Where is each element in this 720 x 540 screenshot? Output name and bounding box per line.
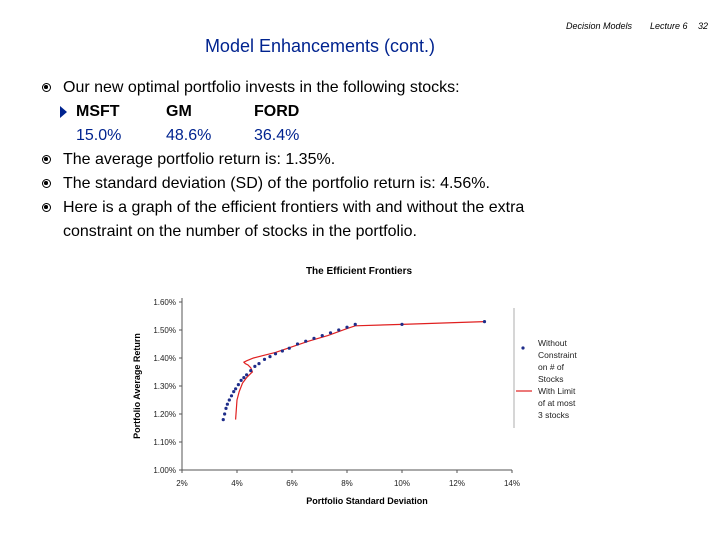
y-tick-label: 1.00% [153, 466, 176, 475]
slide-title: Model Enhancements (cont.) [0, 36, 720, 57]
bullet-text: The average portfolio return is: 1.35%. [63, 151, 336, 168]
data-point-without-constraint [257, 362, 261, 366]
bullet-item: The average portfolio return is: 1.35%. [42, 148, 702, 172]
stock-name: MSFT [76, 103, 120, 120]
data-point-without-constraint [234, 387, 238, 391]
stock-names-row: MSFT GM FORD [60, 100, 702, 124]
data-point-without-constraint [337, 328, 341, 332]
efficient-frontier-chart: The Efficient Frontiers 1.00%1.10%1.20%1… [132, 266, 577, 506]
stock-weight: 36.4% [254, 127, 300, 144]
x-tick-label: 14% [504, 479, 520, 488]
stock-allocation: MSFT GM FORD 15.0% 48.6% 36.4% [42, 100, 702, 148]
data-point-without-constraint [304, 339, 308, 343]
y-tick-label: 1.10% [153, 438, 176, 447]
bullet-icon [42, 179, 51, 188]
course-name: Decision Models [565, 21, 633, 31]
data-point-without-constraint [353, 322, 357, 326]
page-number: 32 [697, 21, 708, 31]
bullet-text: Here is a graph of the efficient frontie… [63, 199, 525, 216]
data-point-without-constraint [320, 334, 324, 338]
stock-weight: 48.6% [166, 127, 212, 144]
bullet-icon [42, 203, 51, 212]
chart-title: The Efficient Frontiers [306, 266, 413, 277]
data-point-without-constraint [328, 331, 333, 335]
data-point-without-constraint [249, 369, 253, 373]
data-point-without-constraint [287, 346, 291, 350]
x-tick-label: 12% [449, 479, 465, 488]
data-point-without-constraint [239, 378, 243, 382]
lecture-label: Lecture 6 [649, 21, 688, 31]
data-point-without-constraint [223, 412, 227, 416]
x-tick-label: 4% [231, 479, 243, 488]
x-axis-label: Portfolio Standard Deviation [306, 496, 428, 506]
data-point-without-constraint [236, 383, 240, 387]
triangle-bullet-icon [60, 106, 67, 118]
stock-name: FORD [254, 103, 300, 120]
data-point-without-constraint [345, 325, 349, 329]
data-point-without-constraint [280, 349, 284, 353]
stock-weight: 15.0% [76, 127, 122, 144]
bullet-icon [42, 83, 51, 92]
y-tick-label: 1.40% [153, 354, 176, 363]
slide-header-meta: Decision Models Lecture 6 32 [566, 21, 708, 31]
data-point-without-constraint [273, 352, 278, 356]
data-point-without-constraint [227, 398, 231, 402]
data-point-without-constraint [253, 364, 257, 368]
data-point-without-constraint [312, 336, 316, 340]
y-tick-label: 1.20% [153, 410, 176, 419]
data-point-without-constraint [221, 418, 225, 422]
data-point-without-constraint [225, 402, 229, 406]
y-tick-label: 1.60% [153, 298, 176, 307]
x-tick-label: 6% [286, 479, 298, 488]
y-axis-label: Portfolio Average Return [132, 333, 142, 439]
stock-name: GM [166, 103, 192, 120]
data-point-without-constraint [242, 376, 246, 380]
bullet-item: The standard deviation (SD) of the portf… [42, 172, 702, 196]
plot-area: 1.00% 1.10% 1.20% 1.30% 1.40% 1.50% 1.60% 2% 4% 6… [132, 298, 520, 506]
bullet-item: Here is a graph of the efficient frontie… [42, 196, 702, 244]
bullet-text: The standard deviation (SD) of the portf… [63, 175, 490, 192]
legend-label-with-limit: With Limit of at most 3 stocks [538, 386, 576, 420]
slide-title-text: Model Enhancements (cont.) [204, 36, 436, 56]
data-point-without-constraint [482, 320, 487, 324]
x-tick-label: 8% [341, 479, 353, 488]
series-line-with-limit [235, 321, 485, 420]
bullet-text-continued: constraint on the number of stocks in th… [63, 223, 417, 240]
x-tick-label: 10% [394, 479, 410, 488]
legend-marker-without-constraint [521, 346, 525, 350]
y-tick-label: 1.50% [153, 326, 176, 335]
bullet-icon [42, 155, 51, 164]
bullet-text: Our new optimal portfolio invests in the… [63, 79, 460, 96]
bullet-item: Our new optimal portfolio invests in the… [42, 76, 702, 100]
data-point-without-constraint [224, 406, 228, 410]
stock-weights-row: 15.0% 48.6% 36.4% [76, 124, 702, 148]
data-point-without-constraint [232, 390, 236, 394]
data-point-without-constraint [295, 342, 300, 346]
data-point-without-constraint [229, 394, 234, 398]
bullet-list: Our new optimal portfolio invests in the… [42, 76, 702, 244]
data-point-without-constraint [245, 373, 249, 377]
data-point-without-constraint [262, 357, 267, 361]
x-tick-label: 2% [176, 479, 188, 488]
legend-label-without-constraint: Without Constraint on # of Stocks [538, 338, 577, 384]
data-point-without-constraint [400, 322, 404, 326]
y-tick-label: 1.30% [153, 382, 176, 391]
data-point-without-constraint [268, 355, 272, 359]
